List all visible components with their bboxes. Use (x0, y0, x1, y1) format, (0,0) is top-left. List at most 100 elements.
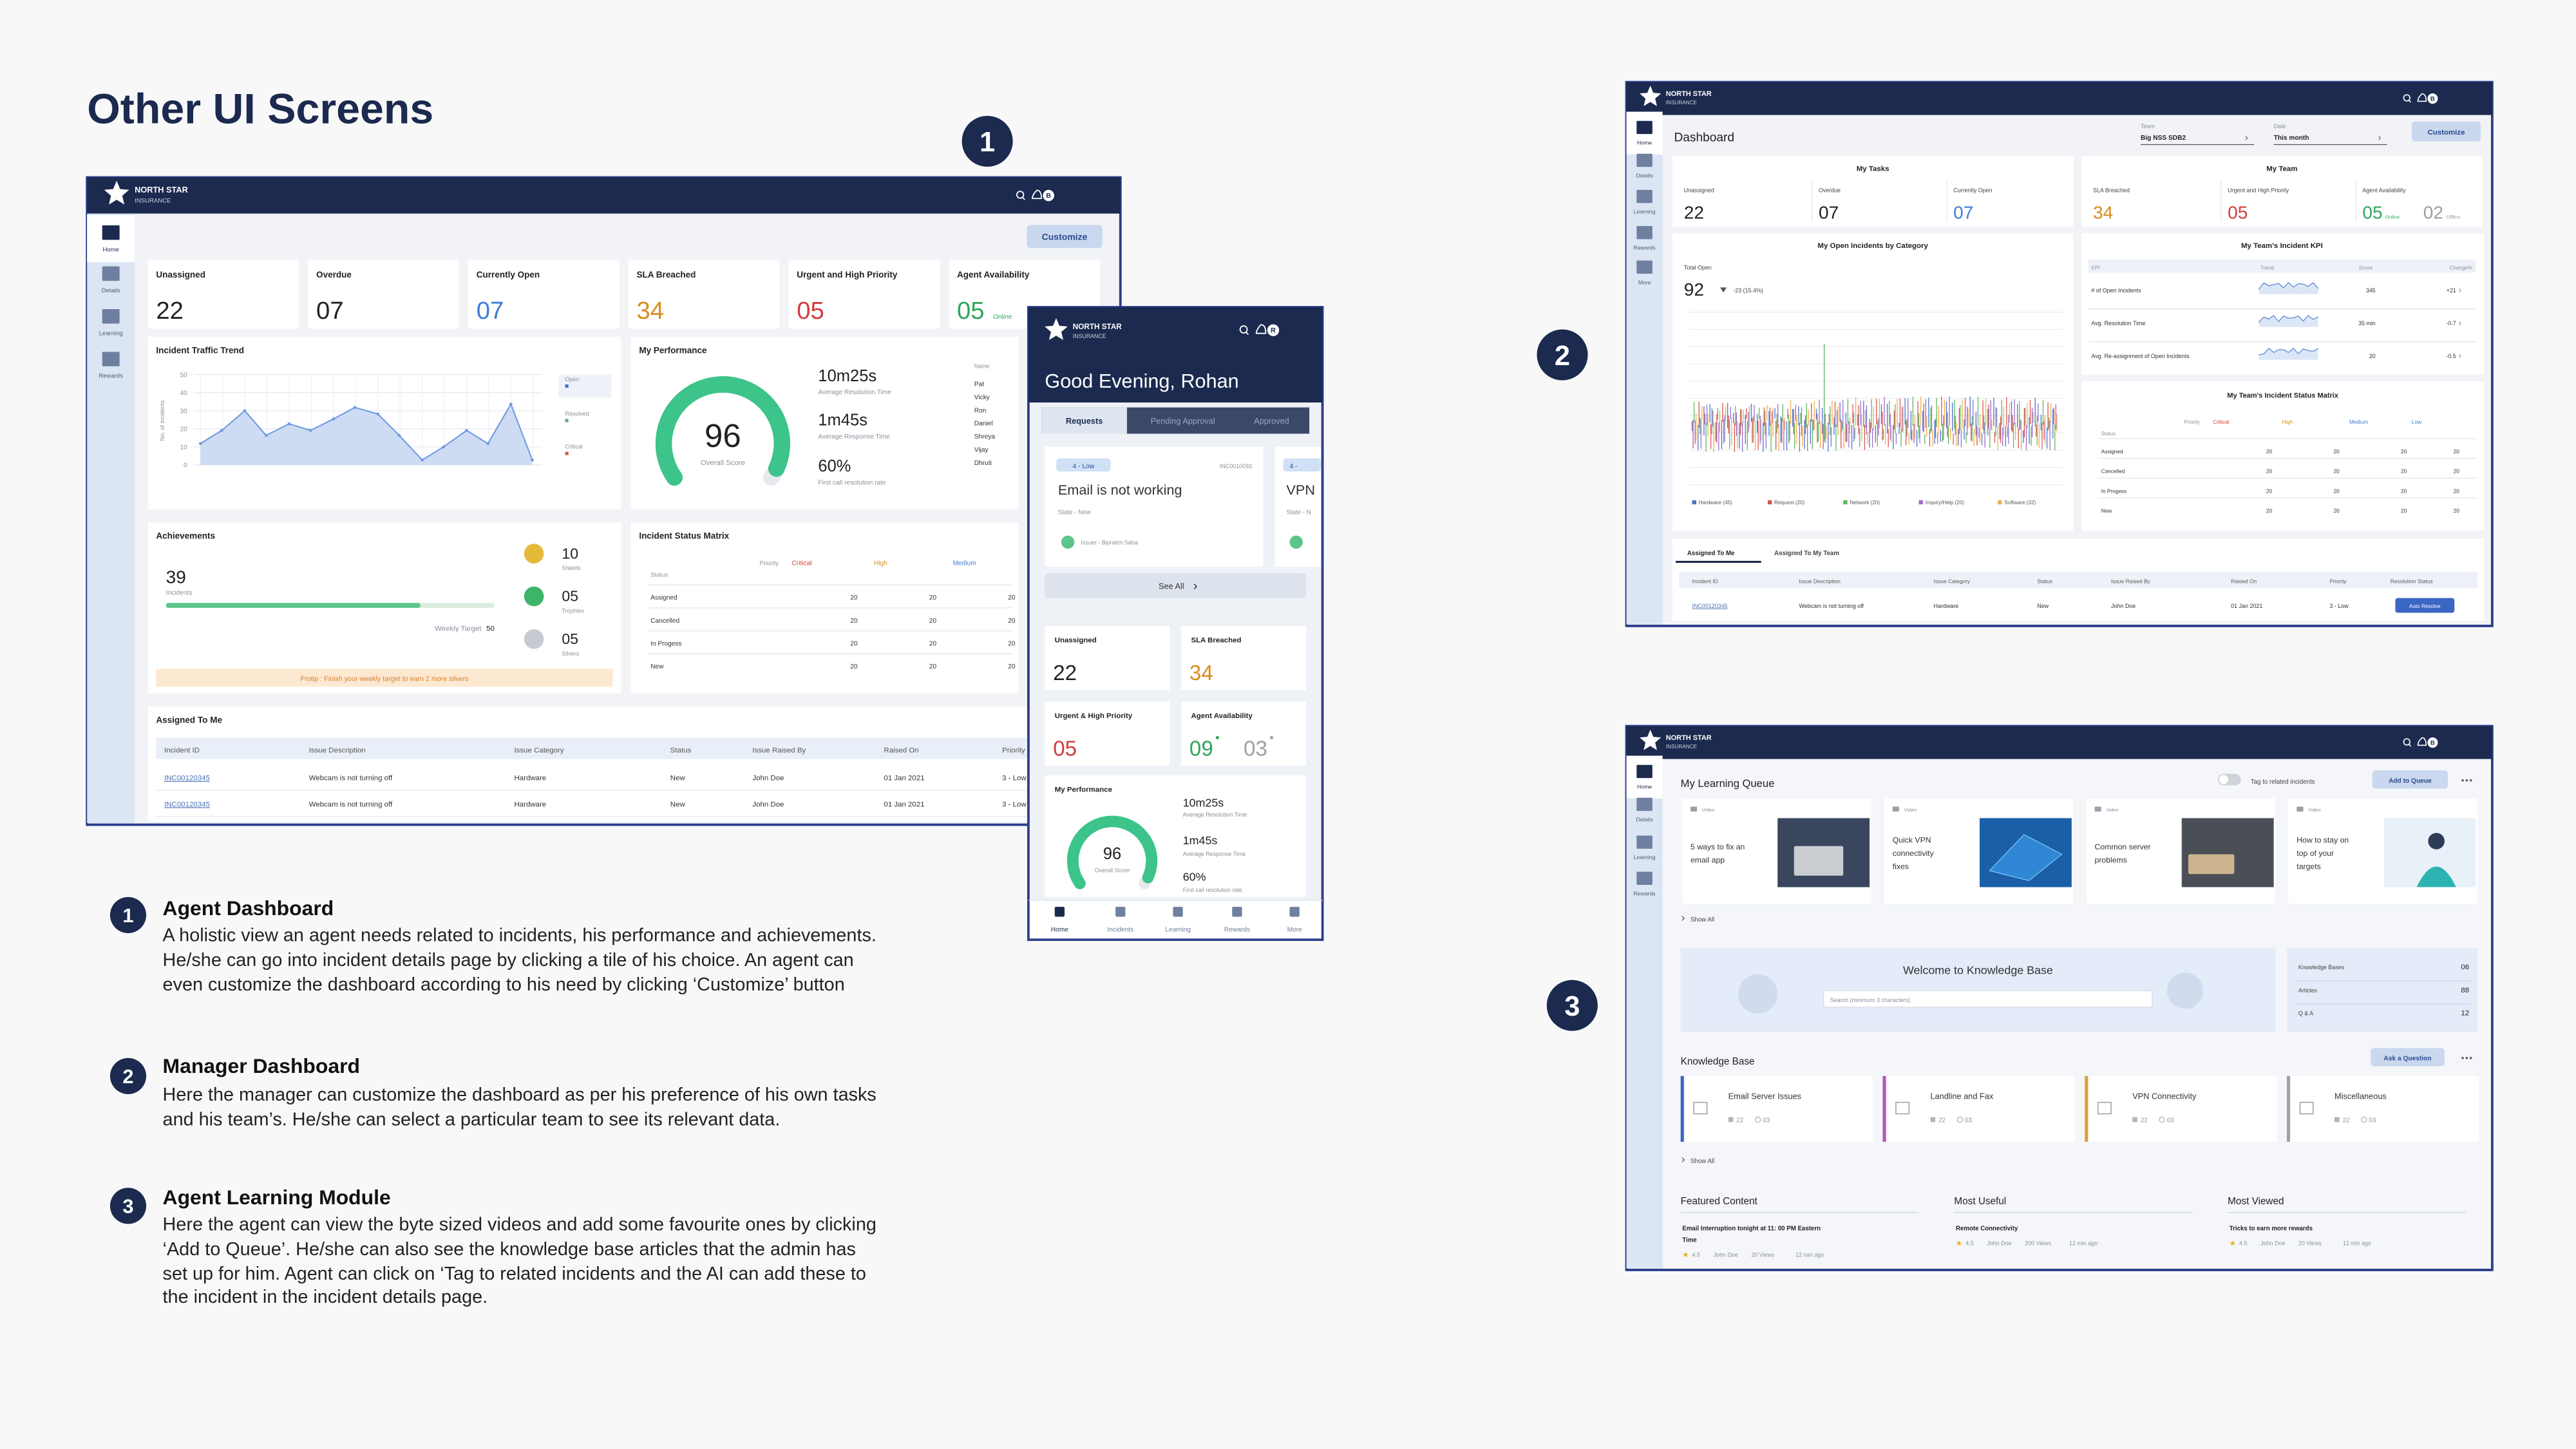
row-label: Assigned (2101, 449, 2123, 455)
see-all-button[interactable] (1045, 573, 1307, 598)
search-box[interactable] (1823, 990, 2153, 1008)
tile-label: SLA Breached (637, 270, 696, 279)
nav-label[interactable]: Rewards (1633, 890, 1656, 896)
nav-label[interactable]: Learning (99, 330, 123, 337)
nav-label[interactable]: Details (1636, 817, 1653, 823)
nav-label[interactable]: Learning (1634, 209, 1656, 215)
number-badge (1537, 329, 1588, 381)
kpi-tile[interactable] (1045, 701, 1170, 766)
tab[interactable]: Requests (1066, 416, 1103, 426)
nav-label[interactable]: Incidents (1107, 926, 1133, 933)
tab[interactable]: Approved (1254, 416, 1289, 426)
tab[interactable]: Pending Approval (1151, 416, 1215, 426)
kpi-tile[interactable] (1045, 625, 1170, 690)
video-title: fixes (1893, 862, 1909, 871)
sparkline-area (2259, 315, 2318, 327)
legend-label: Resolved (565, 410, 589, 417)
kpi-tile[interactable] (147, 260, 299, 329)
kb-icon (1895, 1101, 1910, 1115)
action-button[interactable] (2395, 598, 2455, 613)
kpi-tile[interactable] (788, 260, 940, 329)
nav-label[interactable]: Home (1637, 139, 1652, 146)
description-line: even customize the dashboard according t… (163, 974, 845, 995)
agent-name: Daniel (974, 421, 993, 428)
table-cell[interactable]: INC00120345 (164, 775, 210, 782)
tab[interactable]: Assigned To Me (1687, 550, 1735, 557)
link[interactable]: Show All (1690, 916, 1714, 923)
gauge-progress (1066, 815, 1158, 889)
row-label: In Progess (650, 641, 681, 648)
kpi-tile[interactable] (308, 260, 460, 329)
sparkline-area (2259, 348, 2318, 360)
kpi-tile[interactable] (1181, 701, 1307, 766)
kpi-score: 20 (2369, 353, 2376, 359)
nav-label[interactable]: Details (102, 287, 120, 294)
nav-label[interactable]: Home (1051, 926, 1069, 933)
kb-card[interactable] (2287, 1075, 2479, 1142)
matrix-value: 20 (850, 594, 858, 601)
stats-panel (2287, 947, 2477, 1032)
avatar-initial: B (1046, 192, 1051, 200)
tile-value: 34 (2093, 202, 2113, 222)
kpi-score: 345 (2366, 287, 2376, 294)
nav-label[interactable]: More (1287, 926, 1303, 933)
link[interactable]: Show All (1690, 1158, 1714, 1165)
ask-question-button[interactable] (2371, 1048, 2445, 1066)
agent-name: Ron (974, 407, 987, 414)
tab[interactable]: Assigned To My Team (1774, 550, 1839, 557)
kpi-name: Avg. Re-assignment of Open Incidents (2091, 353, 2190, 359)
kpi-tile[interactable] (1181, 625, 1307, 690)
button-label[interactable]: Ask a Question (2383, 1056, 2431, 1063)
button-label[interactable]: Add to Queue (2389, 778, 2432, 785)
nav-label[interactable]: Details (1636, 173, 1653, 179)
matrix-value: 20 (929, 641, 937, 648)
nav-label[interactable]: Rewards (1633, 245, 1656, 251)
matrix-value: 20 (2401, 449, 2407, 455)
filter-value[interactable]: This month (2274, 135, 2309, 142)
trend-point (486, 442, 489, 446)
achievement-label: Incidents (166, 589, 193, 596)
button-label[interactable]: See All (1159, 582, 1184, 591)
tile-value: 07 (1953, 202, 1973, 222)
table-cell[interactable]: INC00120345 (1692, 603, 1728, 609)
nav-label[interactable]: Home (1637, 783, 1652, 790)
kb-card[interactable] (2085, 1075, 2277, 1142)
add-to-queue-button[interactable] (2372, 770, 2448, 789)
thumb-art (2188, 854, 2235, 875)
nav-label[interactable]: Learning (1634, 854, 1656, 860)
kb-card[interactable] (1882, 1075, 2075, 1142)
filter-value[interactable]: Big NSS SDB2 (2141, 135, 2186, 142)
kpi-tile[interactable] (468, 260, 620, 329)
nav-label[interactable]: Rewards (1224, 926, 1250, 933)
stat-label: Average Response Time (1183, 851, 1245, 857)
column-header: Issue Raised By (752, 746, 806, 754)
avatar-initial: B (2430, 95, 2435, 102)
button-label[interactable]: Customize (2427, 129, 2465, 137)
axis-label: No. of incidents (159, 400, 166, 441)
nav-label[interactable]: Learning (1165, 926, 1191, 933)
button-label[interactable]: Customize (1042, 231, 1088, 242)
table-cell[interactable]: INC00120345 (164, 801, 210, 809)
nav-label[interactable]: More (1638, 279, 1651, 285)
tile-value: 07 (316, 297, 344, 325)
trend-point (243, 409, 247, 413)
nav-label[interactable]: Home (102, 246, 118, 253)
tile-value: 09 (1189, 737, 1213, 761)
search-placeholder: Search (minimum 3 characters) (1830, 997, 1910, 1003)
tile-value: 22 (1684, 202, 1704, 222)
stat-label: Average Resolution Time (1183, 811, 1247, 818)
table-cell: New (670, 801, 686, 809)
stat-value: 1m45s (1183, 834, 1218, 847)
time: 12 min ago (2069, 1240, 2098, 1247)
brand-sub: INSURANCE (1666, 744, 1698, 750)
time: 12 min ago (1795, 1252, 1824, 1258)
stat-label: Q & A (2298, 1010, 2313, 1017)
kpi-tile[interactable] (628, 260, 780, 329)
button-label[interactable]: Auto Resolve (2409, 603, 2441, 609)
customize-button[interactable] (1027, 225, 1103, 249)
nav-label[interactable]: Rewards (99, 373, 123, 380)
customize-button[interactable] (2411, 121, 2481, 142)
chevron (2378, 136, 2381, 140)
logo-star (1682, 1251, 1689, 1258)
kb-card[interactable] (1680, 1075, 1873, 1142)
